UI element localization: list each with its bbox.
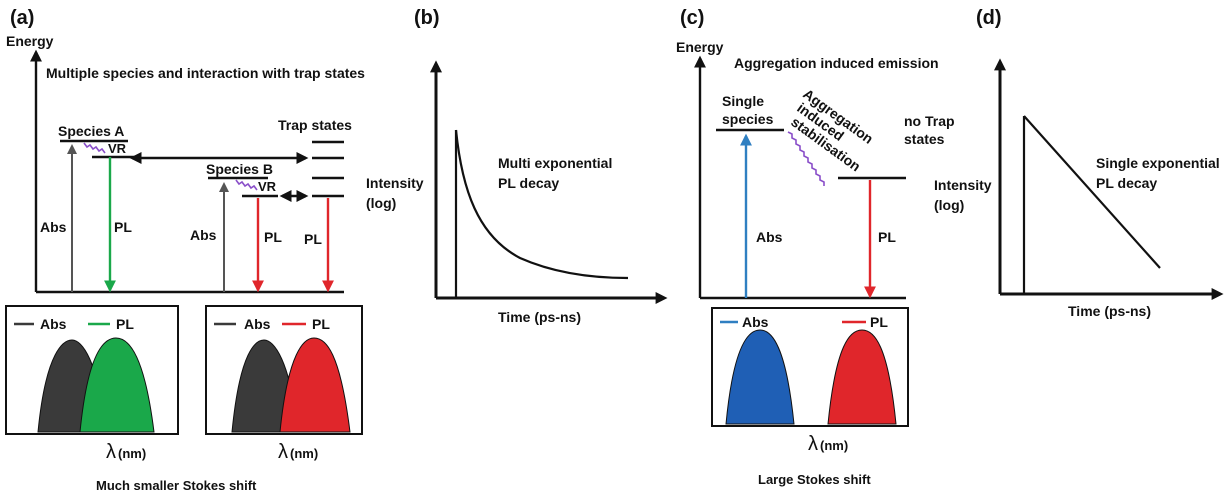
panel-b-annotation-2: PL decay <box>498 175 559 191</box>
panel-b-letter: (b) <box>414 7 440 29</box>
no-trap-label-1: no Trap <box>904 113 955 129</box>
pl-peak-red <box>827 329 897 425</box>
legend-pl-text: PL <box>870 314 888 330</box>
no-trap-label-2: states <box>904 131 945 147</box>
trap-pl-label: PL <box>304 231 322 247</box>
panel-d-ylabel-2: (log) <box>934 197 964 213</box>
multi-exponential-curve <box>454 129 629 280</box>
species-a-label: Species A <box>58 123 124 139</box>
stabilisation-wave <box>787 131 825 186</box>
species-a-vr-label: VR <box>108 141 127 156</box>
panel-a-caption: Much smaller Stokes shift <box>96 478 257 492</box>
abs-peak-blue <box>725 329 795 425</box>
pl-peak-red <box>279 337 351 433</box>
species-b-pl-label: PL <box>264 229 282 245</box>
lambda-a: λ <box>106 441 116 463</box>
legend-abs-text: Abs <box>244 316 271 332</box>
single-exponential-line <box>1023 115 1161 269</box>
pl-peak-green <box>79 337 155 433</box>
species-a-vr-wave <box>83 142 106 154</box>
panel-b-xlabel: Time (ps-ns) <box>498 309 581 325</box>
panel-c: (c) Energy Aggregation induced emission … <box>676 7 955 487</box>
panel-a-energy-label: Energy <box>6 33 54 49</box>
panel-d-letter: (d) <box>976 7 1002 29</box>
legend-abs-text: Abs <box>40 316 67 332</box>
panel-b: (b) Multi exponential PL decay Intensity… <box>366 7 668 325</box>
legend-pl-text: PL <box>312 316 330 332</box>
panel-d-xlabel: Time (ps-ns) <box>1068 303 1151 319</box>
panel-b-ylabel-1: Intensity <box>366 175 424 191</box>
panel-d-annotation-2: PL decay <box>1096 175 1157 191</box>
panel-a-letter: (a) <box>10 7 34 29</box>
panel-b-ylabel-2: (log) <box>366 195 396 211</box>
panel-c-abs-label: Abs <box>756 229 783 245</box>
panel-d: (d) Single exponential PL decay Intensit… <box>934 7 1224 319</box>
panel-c-pl-label: PL <box>878 229 896 245</box>
panel-b-annotation-1: Multi exponential <box>498 155 612 171</box>
panel-c-letter: (c) <box>680 7 704 29</box>
lambda-unit-a: (nm) <box>118 446 146 461</box>
panel-a: (a) Energy Multiple species and interact… <box>5 7 365 492</box>
legend-pl-text: PL <box>116 316 134 332</box>
species-a-pl-label: PL <box>114 219 132 235</box>
lambda-b: λ <box>278 441 288 463</box>
species-a-abs-label: Abs <box>40 219 67 235</box>
single-species-label-2: species <box>722 111 774 127</box>
lambda-c: λ <box>808 433 818 455</box>
lambda-unit-c: (nm) <box>820 438 848 453</box>
trap-states-label: Trap states <box>278 117 352 133</box>
legend-abs-text: Abs <box>742 314 769 330</box>
species-b-label: Species B <box>206 161 273 177</box>
panel-a-subtitle: Multiple species and interaction with tr… <box>46 65 365 81</box>
panel-c-subtitle: Aggregation induced emission <box>734 55 939 71</box>
lambda-unit-b: (nm) <box>290 446 318 461</box>
panel-c-energy-label: Energy <box>676 39 724 55</box>
species-b-abs-label: Abs <box>190 227 217 243</box>
species-b-vr-wave <box>235 179 258 191</box>
single-species-label-1: Single <box>722 93 764 109</box>
species-b-vr-label: VR <box>258 179 277 194</box>
panel-d-ylabel-1: Intensity <box>934 177 992 193</box>
panel-c-caption: Large Stokes shift <box>758 472 871 487</box>
panel-d-annotation-1: Single exponential <box>1096 155 1220 171</box>
